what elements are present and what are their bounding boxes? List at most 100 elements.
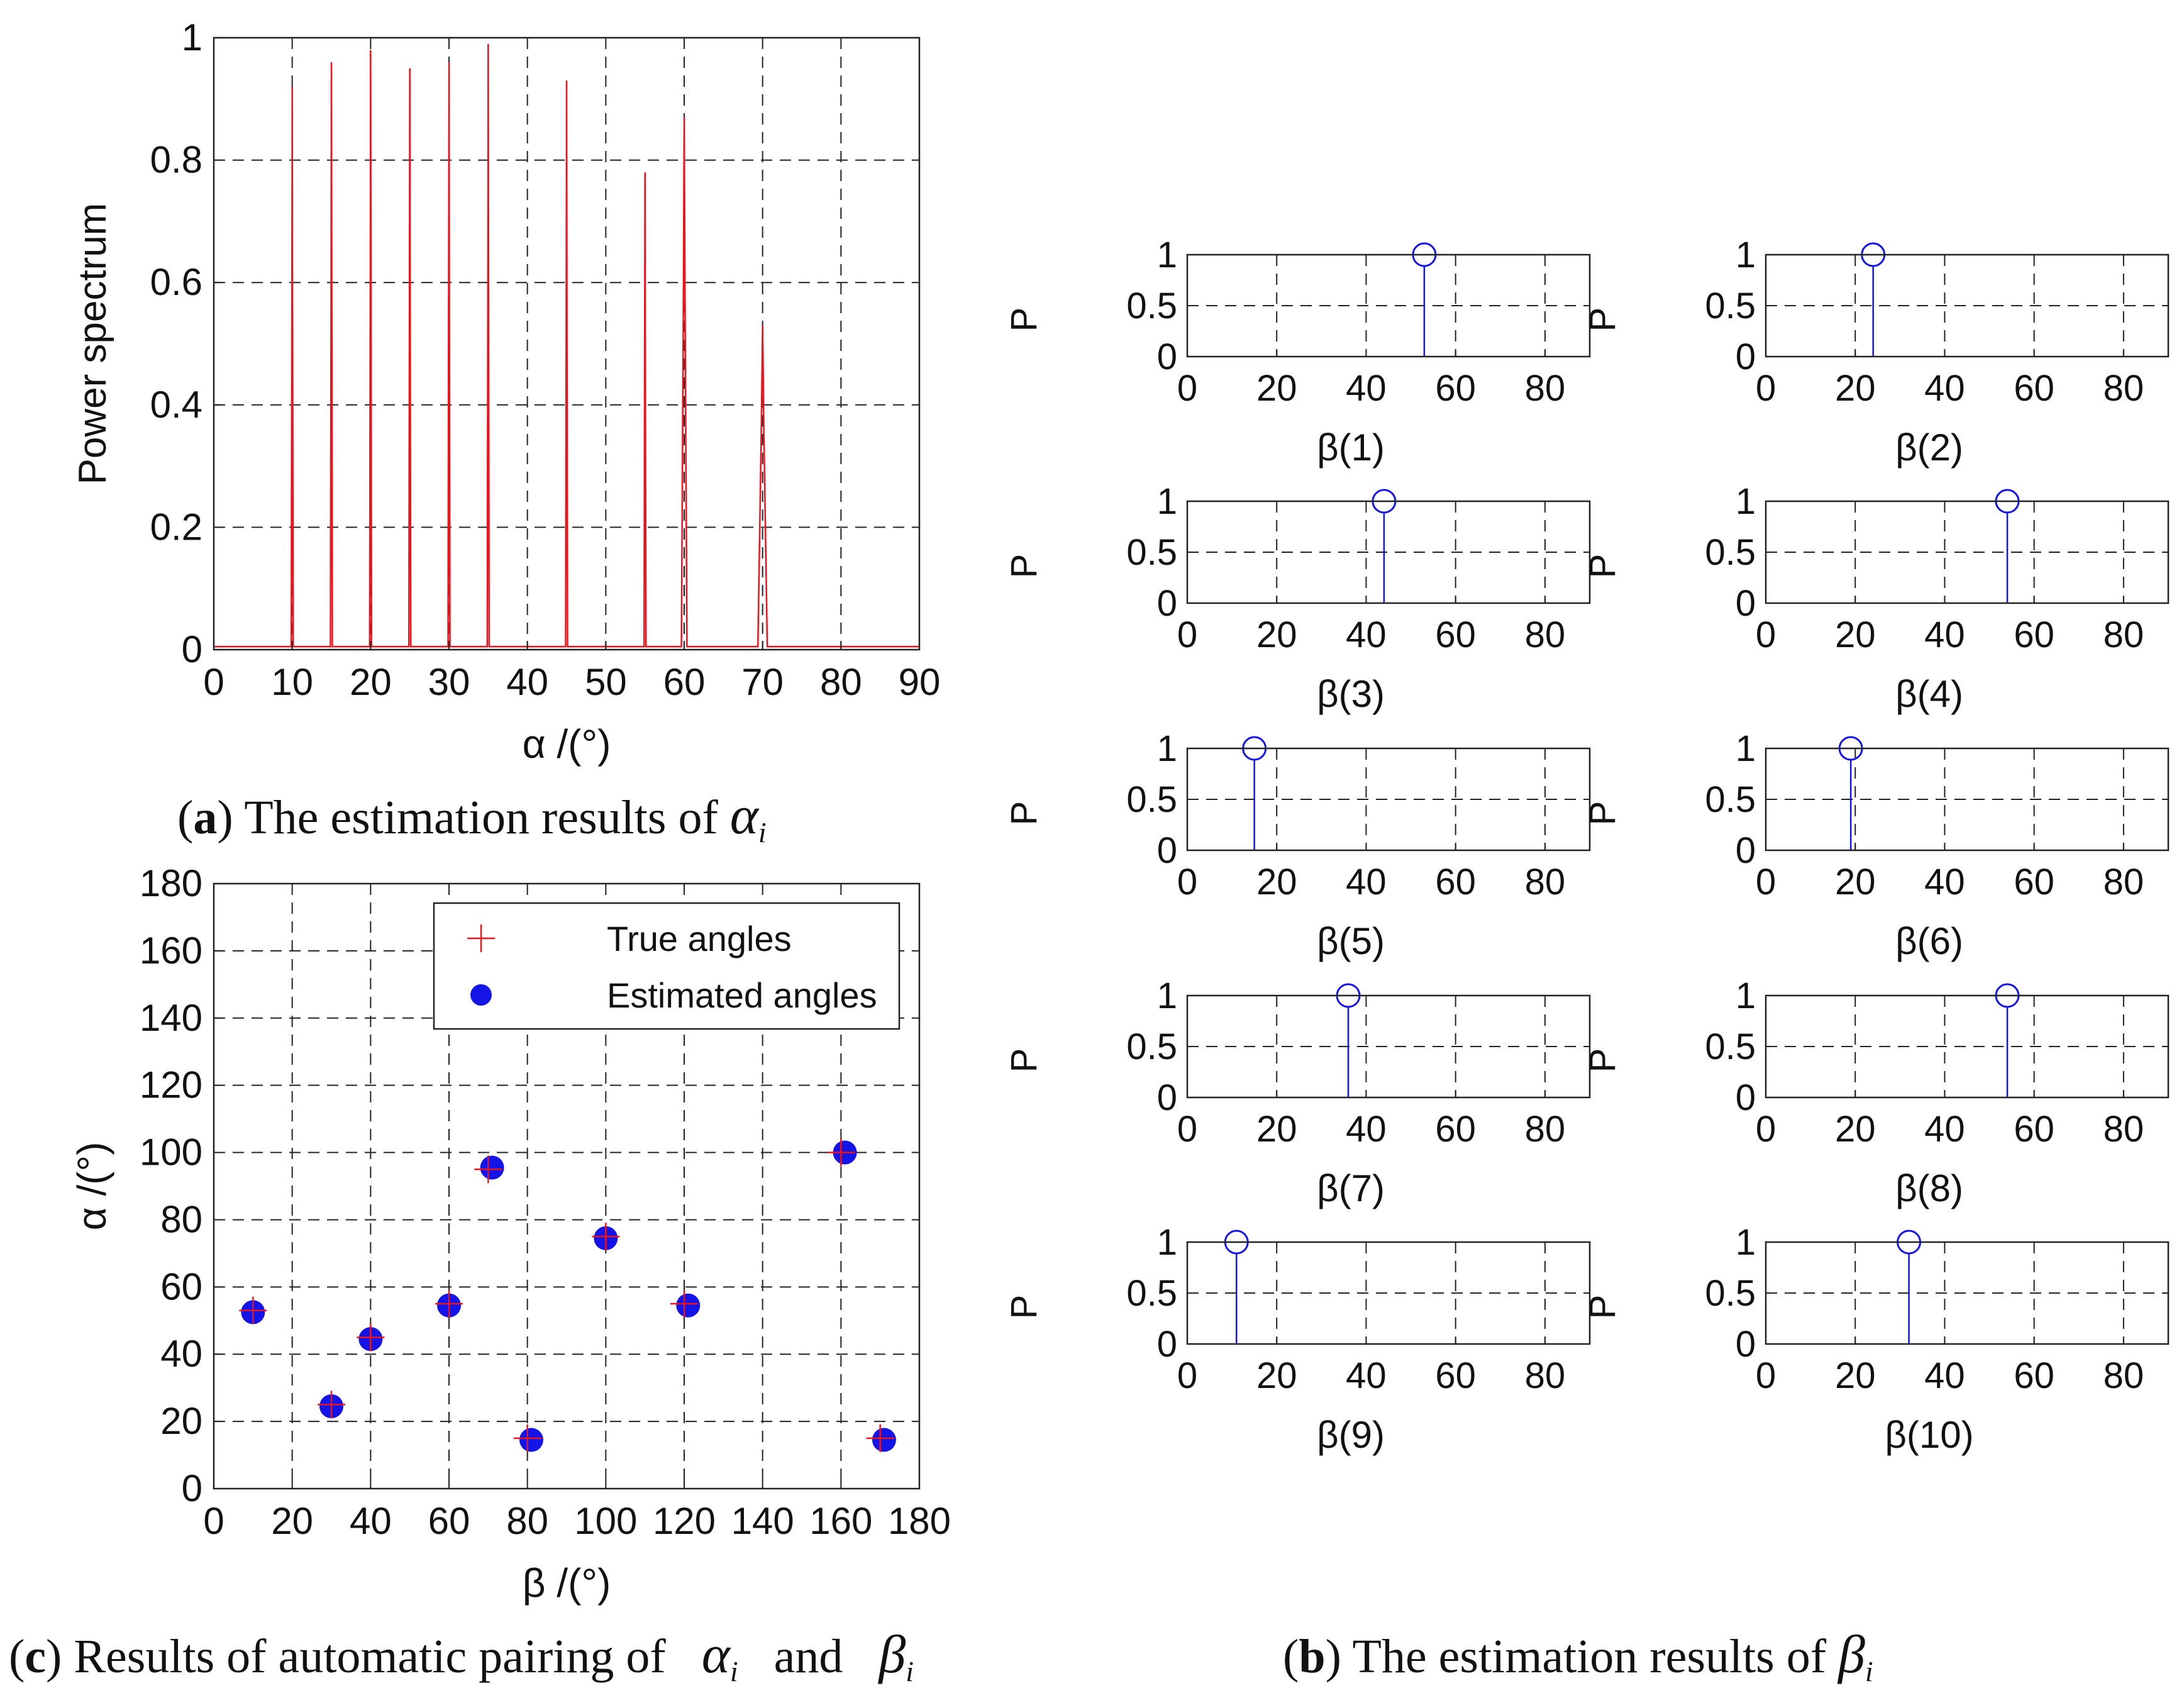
c-y-tick-label: 0: [182, 1467, 202, 1509]
c-y-tick-label: 80: [160, 1198, 202, 1240]
c-x-tick-label: 180: [888, 1500, 951, 1542]
b7-x-tick-label: 60: [1435, 1109, 1476, 1150]
c-plot-frame: [213, 882, 921, 1490]
a-y-tick-label: 0.2: [150, 506, 202, 548]
b8-x-tick-label: 20: [1835, 1109, 1876, 1150]
b3-plot-frame: [1186, 500, 1591, 604]
b9-x-tick-label: 60: [1435, 1355, 1476, 1396]
b3-y-tick-label: 0.5: [1126, 532, 1177, 573]
b4-x-axis-label: β(4): [1895, 673, 1963, 715]
b3-y-axis-label: P: [1004, 554, 1045, 579]
b6-y-tick-label: 1: [1736, 728, 1756, 769]
b3-x-tick-label: 20: [1256, 614, 1297, 655]
b4-x-tick-label: 0: [1756, 614, 1776, 655]
c-true-point: [474, 1155, 502, 1184]
c-y-tick-label: 40: [160, 1333, 202, 1375]
c-x-tick-label: 60: [428, 1500, 470, 1542]
b8-x-tick-label: 40: [1924, 1109, 1965, 1150]
b6-x-tick-label: 80: [2104, 862, 2144, 902]
b3-x-tick-label: 40: [1346, 614, 1387, 655]
b4-y-axis-label: P: [1582, 554, 1623, 579]
b9-y-tick-label: 0.5: [1126, 1273, 1177, 1314]
a-x-tick-label: 20: [350, 661, 392, 703]
b5-x-axis-label: β(5): [1317, 920, 1385, 962]
c-x-axis-label: β /(°): [523, 1560, 611, 1606]
b5-x-tick-label: 20: [1256, 862, 1297, 902]
c-true-point: [435, 1290, 463, 1318]
b4-y-tick-label: 0.5: [1705, 532, 1756, 573]
b7-y-tick-label: 0.5: [1126, 1026, 1177, 1067]
b8-plot-frame: [1765, 994, 2170, 1099]
b2-plot-frame: [1765, 253, 2170, 358]
b1-y-axis-label: P: [1004, 308, 1045, 332]
b2-x-tick-label: 80: [2104, 368, 2144, 409]
b9-plot-frame: [1186, 1241, 1591, 1345]
b6-y-tick-label: 0: [1736, 830, 1756, 871]
b8-y-tick-label: 0.5: [1705, 1026, 1756, 1067]
b1-y-tick-label: 0: [1157, 336, 1177, 377]
b5-x-tick-label: 40: [1346, 862, 1387, 902]
c-true-point: [670, 1290, 698, 1318]
b4-x-tick-label: 60: [2014, 614, 2054, 655]
a-x-tick-label: 10: [271, 661, 313, 703]
b4-x-tick-label: 20: [1835, 614, 1876, 655]
b2-y-tick-label: 1: [1736, 235, 1756, 275]
c-y-tick-label: 180: [140, 862, 202, 904]
b1-x-tick-label: 60: [1435, 368, 1476, 409]
b6-y-axis-label: P: [1582, 801, 1623, 826]
a-y-tick-label: 0: [182, 628, 202, 670]
c-y-tick-label: 20: [160, 1400, 202, 1442]
b7-x-tick-label: 40: [1346, 1109, 1387, 1150]
b6-x-tick-label: 0: [1756, 862, 1776, 902]
b10-x-tick-label: 20: [1835, 1355, 1876, 1396]
b5-x-tick-label: 60: [1435, 862, 1476, 902]
b6-y-tick-label: 0.5: [1705, 779, 1756, 820]
b10-x-tick-label: 0: [1756, 1355, 1776, 1396]
b9-x-tick-label: 40: [1346, 1355, 1387, 1396]
b2-x-tick-label: 0: [1756, 368, 1776, 409]
a-x-tick-label: 50: [585, 661, 627, 703]
b10-y-tick-label: 0.5: [1705, 1273, 1756, 1314]
c-estimated-point: [676, 1293, 701, 1318]
b1-x-tick-label: 0: [1177, 368, 1197, 409]
b8-x-tick-label: 0: [1756, 1109, 1776, 1150]
c-true-point: [239, 1296, 267, 1324]
a-y-tick-label: 1: [182, 16, 202, 58]
c-true-point: [357, 1323, 385, 1352]
c-x-tick-label: 100: [574, 1500, 637, 1542]
c-true-point: [592, 1223, 620, 1251]
b4-plot-frame: [1765, 500, 2170, 604]
c-estimated-point: [872, 1428, 896, 1452]
b6-x-axis-label: β(6): [1895, 920, 1963, 962]
caption-b: (b) The estimation results of βi: [1283, 1624, 1873, 1687]
b2-x-tick-label: 60: [2014, 368, 2054, 409]
a-y-axis-label: Power spectrum: [71, 203, 114, 485]
b10-plot-frame: [1765, 1241, 2170, 1345]
b2-y-axis-label: P: [1582, 308, 1623, 332]
c-x-tick-label: 0: [203, 1500, 224, 1542]
b10-y-axis-label: P: [1582, 1295, 1623, 1319]
c-legend-estimated-marker: [470, 984, 492, 1006]
b7-y-axis-label: P: [1004, 1048, 1045, 1073]
b7-x-tick-label: 80: [1525, 1109, 1566, 1150]
c-estimated-point: [519, 1428, 543, 1452]
b4-y-tick-label: 1: [1736, 481, 1756, 522]
b10-x-tick-label: 80: [2104, 1355, 2144, 1396]
c-true-point: [513, 1424, 541, 1452]
b4-x-tick-label: 80: [2104, 614, 2144, 655]
b1-y-tick-label: 1: [1157, 235, 1177, 275]
b3-y-tick-label: 1: [1157, 481, 1177, 522]
b7-y-tick-label: 1: [1157, 975, 1177, 1016]
c-legend-true-marker: [467, 925, 495, 952]
c-x-tick-label: 140: [731, 1500, 794, 1542]
b1-x-tick-label: 20: [1256, 368, 1297, 409]
b10-x-axis-label: β(10): [1885, 1414, 1973, 1456]
b8-y-axis-label: P: [1582, 1048, 1623, 1073]
caption-a: (a) The estimation results of αi: [177, 785, 767, 848]
b9-x-tick-label: 80: [1525, 1355, 1566, 1396]
b5-y-tick-label: 0.5: [1126, 779, 1177, 820]
c-true-point: [318, 1391, 345, 1419]
a-y-tick-label: 0.4: [150, 384, 202, 426]
b6-plot-frame: [1765, 747, 2170, 852]
